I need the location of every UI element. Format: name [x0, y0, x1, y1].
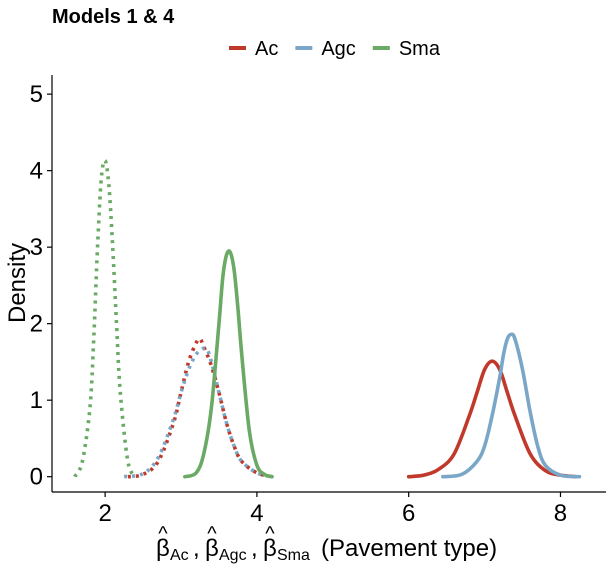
- axes: 0 1 2 3 4 5 2 4 6 8: [30, 75, 606, 527]
- series-line-agc-dotted: [123, 346, 273, 479]
- x-axis-beta-agc: β: [205, 535, 219, 562]
- x-tick-label: 2: [98, 500, 111, 527]
- x-axis-hat-sma: ^: [265, 523, 275, 545]
- x-axis-sep-1: ,: [193, 535, 200, 562]
- y-tick-label: 3: [30, 234, 43, 261]
- series-line-agc-solid: [441, 332, 582, 479]
- legend-label-agc: Agc: [321, 38, 355, 60]
- x-axis-beta-sma: β: [263, 535, 277, 562]
- chart-title: Models 1 & 4: [52, 6, 175, 28]
- x-axis-sub-ac: Ac: [170, 547, 189, 564]
- series-line-sma-dotted: [73, 158, 138, 478]
- x-axis-hat-agc: ^: [207, 523, 217, 545]
- y-tick-label: 1: [30, 387, 43, 414]
- x-axis-sep-2: ,: [251, 535, 258, 562]
- x-axis-title: ^ β Ac , ^ β Agc , ^ β Sma (Pavement typ…: [156, 523, 497, 564]
- x-axis-sub-sma: Sma: [277, 547, 310, 564]
- y-axis-title: Density: [4, 243, 31, 323]
- series-line-ac-solid: [406, 359, 578, 479]
- x-tick-label: 6: [402, 500, 415, 527]
- y-tick-label: 0: [30, 464, 43, 491]
- y-tick-label: 4: [30, 158, 43, 185]
- y-tick-label: 2: [30, 311, 43, 338]
- x-axis-beta-ac: β: [156, 535, 170, 562]
- series-group: [73, 158, 582, 479]
- x-axis-hat-ac: ^: [158, 523, 168, 545]
- y-tick-label: 5: [30, 81, 43, 108]
- x-axis-label-text: (Pavement type): [321, 535, 497, 562]
- series-line-sma-solid: [183, 249, 274, 479]
- x-axis-sub-agc: Agc: [219, 547, 247, 564]
- legend-label-ac: Ac: [255, 38, 278, 60]
- series-line-ac-dotted: [127, 336, 273, 479]
- legend: Ac Agc Sma: [229, 38, 441, 60]
- x-tick-label: 8: [554, 500, 567, 527]
- x-tick-label: 4: [250, 500, 263, 527]
- legend-label-sma: Sma: [399, 38, 441, 60]
